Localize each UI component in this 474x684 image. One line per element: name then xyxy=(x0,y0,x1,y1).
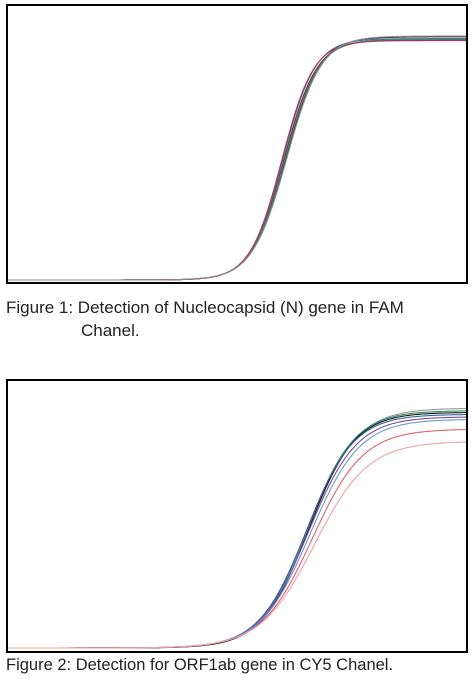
figure-1-caption-line2: Chanel. xyxy=(81,321,140,340)
figure-2-caption: Figure 2: Detection for ORF1ab gene in C… xyxy=(6,654,474,677)
figure-2-plot xyxy=(6,379,468,653)
figure-1-caption: Figure 1: Detection of Nucleocapsid (N) … xyxy=(6,296,466,342)
figure-2-chart xyxy=(0,376,474,654)
figure-1-caption-line1: Figure 1: Detection of Nucleocapsid (N) … xyxy=(6,298,404,317)
figure-1-series-group xyxy=(8,35,467,281)
figure-1-plot xyxy=(6,4,468,284)
plot-frame xyxy=(6,4,468,284)
amplification-curve-8 xyxy=(8,441,467,649)
amplification-curve-6 xyxy=(8,35,466,281)
plot-frame xyxy=(6,379,468,653)
figure-1-chart xyxy=(0,0,474,285)
figure-2-caption-text: Figure 2: Detection for ORF1ab gene in C… xyxy=(6,656,394,674)
figure-2-series-group xyxy=(8,407,467,649)
